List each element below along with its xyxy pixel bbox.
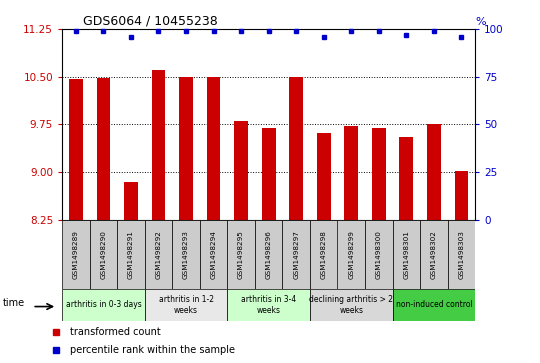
Bar	[393, 289, 475, 321]
Bar	[97, 78, 110, 220]
Bar	[179, 77, 193, 220]
Bar	[345, 126, 358, 220]
Bar	[282, 220, 310, 289]
Bar	[255, 220, 282, 289]
Bar	[117, 220, 145, 289]
Bar	[90, 220, 117, 289]
Text: time: time	[3, 298, 25, 308]
Bar	[365, 220, 393, 289]
Text: GSM1498303: GSM1498303	[458, 230, 464, 278]
Text: GSM1498299: GSM1498299	[348, 230, 354, 278]
Bar	[393, 220, 420, 289]
Text: GSM1498294: GSM1498294	[211, 230, 217, 278]
Text: arthritis in 3-4
weeks: arthritis in 3-4 weeks	[241, 295, 296, 315]
Text: GSM1498290: GSM1498290	[100, 230, 106, 278]
Text: non-induced control: non-induced control	[395, 301, 472, 309]
Bar	[317, 132, 330, 220]
Bar	[310, 289, 393, 321]
Text: %: %	[475, 17, 486, 27]
Bar	[262, 127, 275, 220]
Text: GSM1498301: GSM1498301	[403, 230, 409, 278]
Bar	[427, 124, 441, 220]
Bar	[289, 77, 303, 220]
Text: declining arthritis > 2
weeks: declining arthritis > 2 weeks	[309, 295, 393, 315]
Text: transformed count: transformed count	[70, 327, 161, 337]
Text: GSM1498295: GSM1498295	[238, 230, 244, 278]
Bar	[372, 127, 386, 220]
Bar	[420, 220, 448, 289]
Bar	[145, 220, 172, 289]
Text: GSM1498292: GSM1498292	[156, 230, 161, 278]
Text: GDS6064 / 10455238: GDS6064 / 10455238	[83, 15, 218, 28]
Bar	[124, 182, 138, 220]
Bar	[227, 289, 310, 321]
Text: GSM1498293: GSM1498293	[183, 230, 189, 278]
Bar	[69, 78, 83, 220]
Bar	[152, 70, 165, 220]
Bar	[207, 77, 220, 220]
Bar	[62, 289, 145, 321]
Text: GSM1498302: GSM1498302	[431, 230, 437, 278]
Bar	[455, 171, 468, 220]
Bar	[448, 220, 475, 289]
Text: GSM1498289: GSM1498289	[73, 230, 79, 278]
Text: GSM1498298: GSM1498298	[321, 230, 327, 278]
Text: GSM1498300: GSM1498300	[376, 230, 382, 278]
Bar	[200, 220, 227, 289]
Text: percentile rank within the sample: percentile rank within the sample	[70, 345, 235, 355]
Bar	[172, 220, 200, 289]
Bar	[400, 137, 413, 220]
Text: GSM1498291: GSM1498291	[128, 230, 134, 278]
Bar	[338, 220, 365, 289]
Text: arthritis in 0-3 days: arthritis in 0-3 days	[65, 301, 141, 309]
Text: GSM1498297: GSM1498297	[293, 230, 299, 278]
Bar	[234, 121, 248, 220]
Bar	[227, 220, 255, 289]
Text: arthritis in 1-2
weeks: arthritis in 1-2 weeks	[159, 295, 213, 315]
Text: GSM1498296: GSM1498296	[266, 230, 272, 278]
Bar	[62, 220, 90, 289]
Bar	[310, 220, 338, 289]
Bar	[145, 289, 227, 321]
